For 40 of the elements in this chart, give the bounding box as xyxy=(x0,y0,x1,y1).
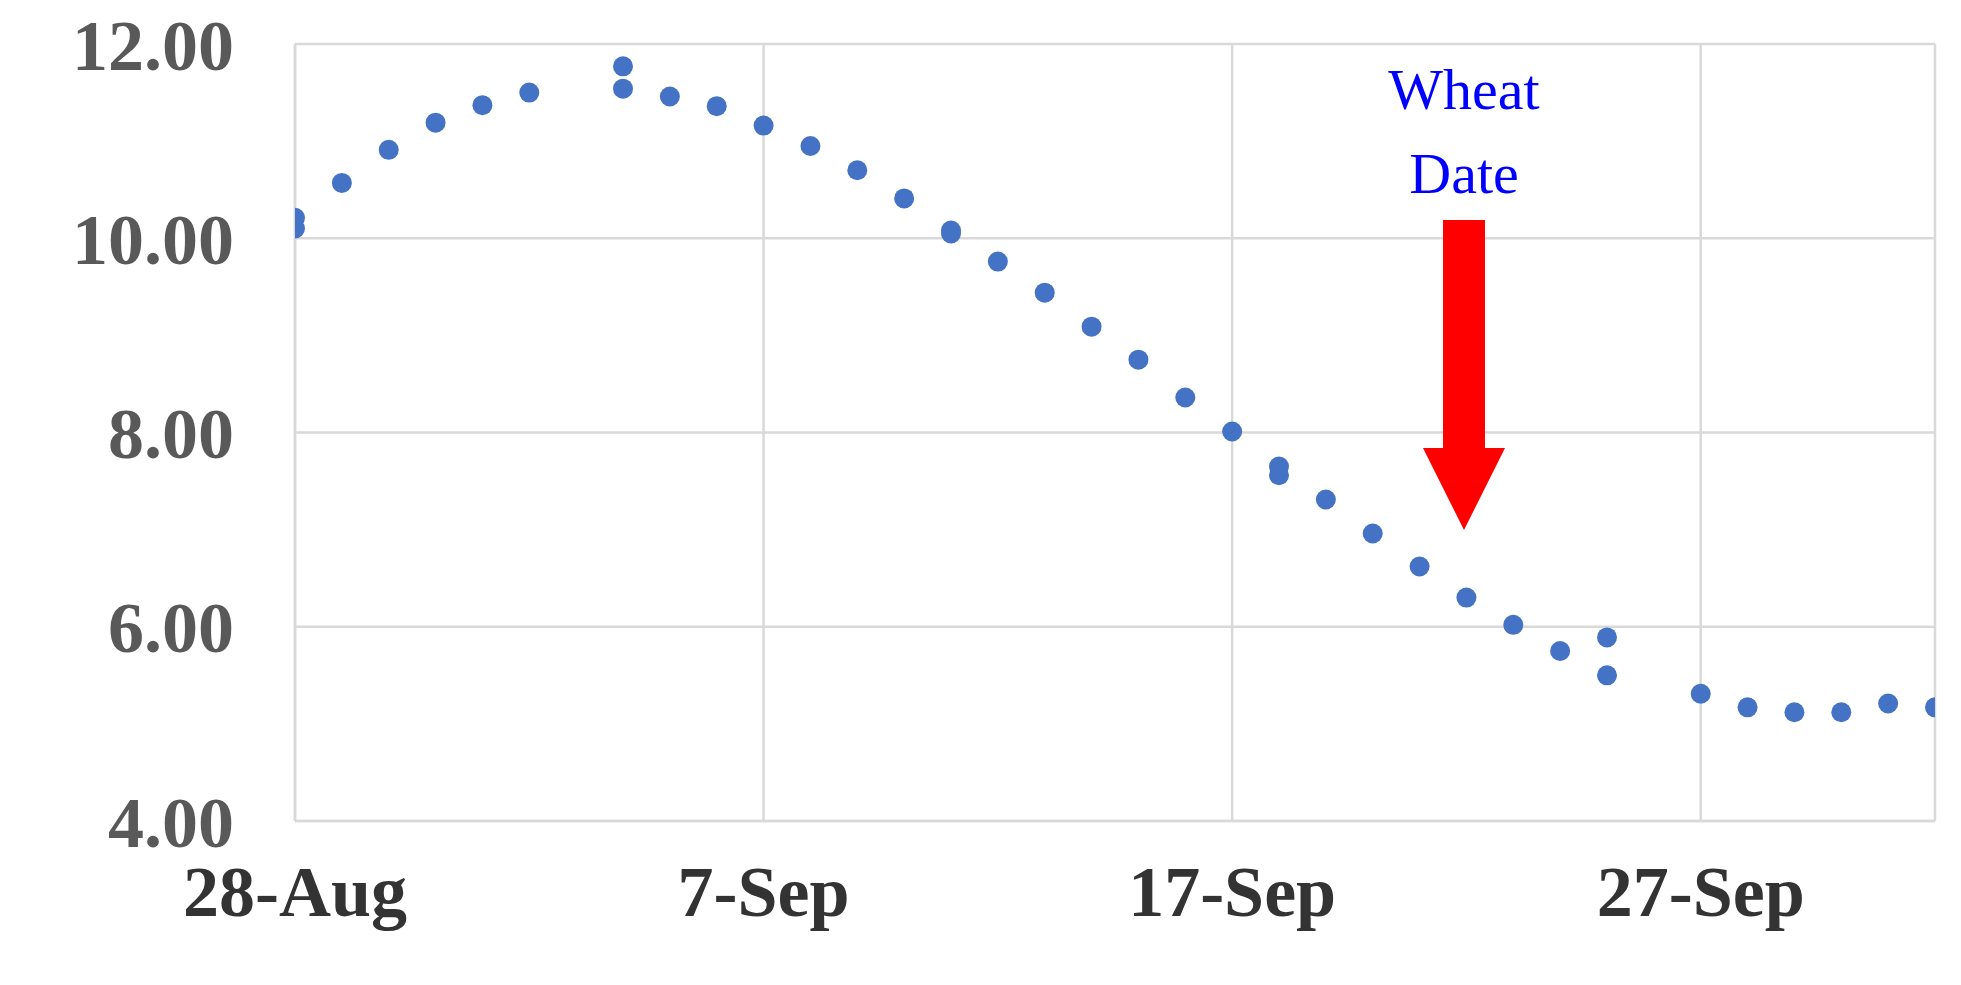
y-tick-label: 10.00 xyxy=(72,199,234,280)
x-tick-label: 17-Sep xyxy=(1128,852,1337,933)
point xyxy=(1315,489,1336,510)
point xyxy=(1175,387,1196,408)
point xyxy=(1456,587,1477,608)
point xyxy=(1550,641,1571,662)
point xyxy=(1737,697,1758,718)
point xyxy=(1034,282,1055,303)
point xyxy=(1690,683,1711,704)
y-tick-label: 6.00 xyxy=(108,588,234,669)
point xyxy=(1878,693,1899,714)
point xyxy=(1597,665,1617,686)
x-tick-label: 7-Sep xyxy=(677,852,850,933)
point xyxy=(472,95,493,116)
point xyxy=(1831,702,1852,723)
point xyxy=(519,82,540,103)
point xyxy=(1409,556,1430,577)
point xyxy=(1784,702,1805,723)
point xyxy=(1597,627,1617,648)
point xyxy=(378,139,399,160)
y-tick-label: 12.00 xyxy=(72,5,234,86)
x-tick-label: 27-Sep xyxy=(1596,852,1805,933)
point xyxy=(1503,614,1524,635)
annotation: Wheat Date xyxy=(1387,56,1541,208)
point xyxy=(753,115,774,136)
point xyxy=(800,135,821,156)
point xyxy=(613,56,633,77)
point xyxy=(1081,316,1102,337)
y-tick-label: 8.00 xyxy=(108,394,234,475)
point xyxy=(613,78,633,99)
point xyxy=(706,96,727,117)
point xyxy=(847,160,868,181)
point xyxy=(987,251,1008,272)
point xyxy=(1362,523,1383,544)
point xyxy=(1128,349,1149,370)
point xyxy=(1222,421,1243,442)
point xyxy=(425,112,446,133)
point xyxy=(331,172,352,193)
point xyxy=(894,188,915,209)
point xyxy=(659,86,680,107)
